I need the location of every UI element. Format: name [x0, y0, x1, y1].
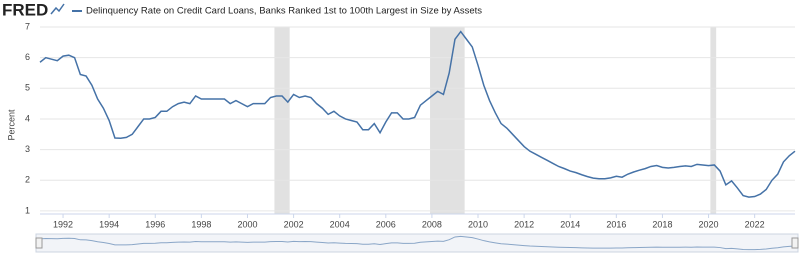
y-tick-label: 1 [25, 205, 30, 215]
recession-shade [430, 27, 465, 214]
navigator-handle [791, 237, 799, 249]
x-tick-label: 2016 [606, 219, 626, 229]
x-tick-label: 1992 [53, 219, 73, 229]
x-tick-label: 1994 [99, 219, 119, 229]
x-tick-label: 2020 [699, 219, 719, 229]
recession-shade [274, 27, 290, 214]
y-tick-label: 3 [25, 144, 30, 154]
y-tick-label: 5 [25, 83, 30, 93]
x-tick-label: 2014 [560, 219, 580, 229]
y-tick-label: 2 [25, 175, 30, 185]
y-tick-label: 4 [25, 113, 30, 123]
x-tick-label: 1998 [191, 219, 211, 229]
navigator-series [39, 235, 796, 251]
y-tick-label: 6 [25, 52, 30, 62]
x-tick-label: 2022 [745, 219, 765, 229]
x-tick-label: 2004 [330, 219, 350, 229]
x-tick-label: 2000 [237, 219, 257, 229]
navigator-handle [35, 237, 43, 249]
logo-icon [50, 3, 65, 15]
x-tick-label: 2010 [468, 219, 488, 229]
x-tick-label: 2018 [652, 219, 672, 229]
x-tick-label: 2008 [422, 219, 442, 229]
recession-shade [710, 27, 717, 214]
y-axis-label: Percent [6, 109, 16, 141]
y-tick-label: 7 [25, 21, 30, 31]
x-tick-label: 2002 [284, 219, 304, 229]
x-tick-label: 2012 [514, 219, 534, 229]
legend-label: Delinquency Rate on Credit Card Loans, B… [86, 6, 482, 17]
series-line [39, 30, 796, 198]
x-tick-label: 1996 [145, 219, 165, 229]
logo: FRED [2, 0, 48, 19]
x-tick-label: 2006 [376, 219, 396, 229]
